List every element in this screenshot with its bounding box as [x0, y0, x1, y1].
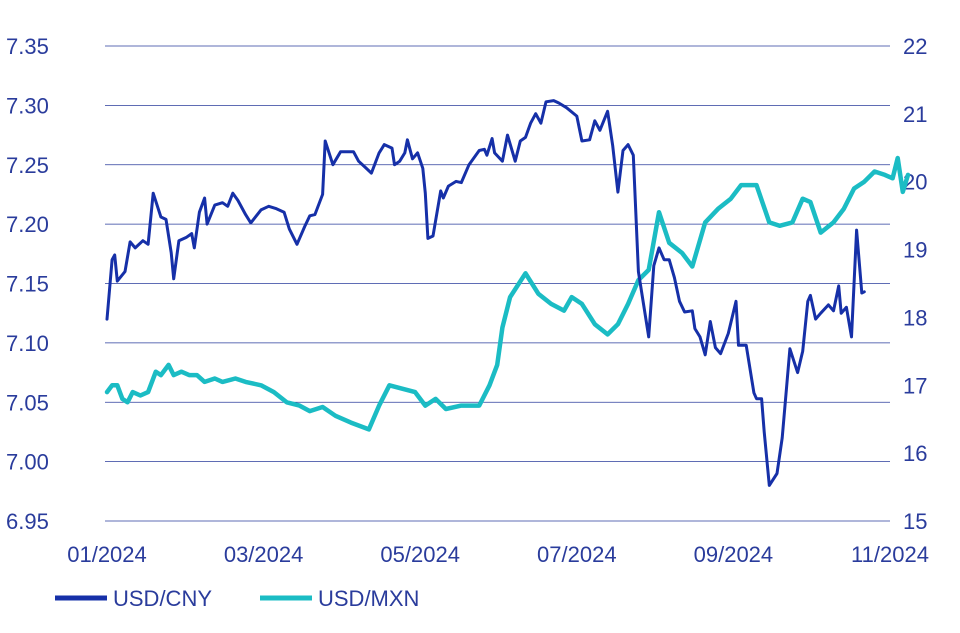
left-tick-label: 7.30: [6, 93, 49, 118]
left-tick-label: 7.00: [6, 450, 49, 475]
legend-label-usd-mxn: USD/MXN: [318, 586, 419, 611]
series-lines: [104, 99, 911, 487]
right-tick-label: 21: [903, 102, 927, 127]
left-tick-label: 7.10: [6, 331, 49, 356]
right-tick-label: 19: [903, 238, 927, 263]
left-tick-label: 6.95: [6, 509, 49, 534]
x-tick-label: 07/2024: [537, 542, 617, 567]
x-axis-tick-labels: 01/2024 03/2024 05/2024 07/2024 09/2024 11/20…: [67, 542, 929, 567]
x-tick-label: 09/2024: [694, 542, 774, 567]
right-tick-label: 17: [903, 373, 927, 398]
left-axis-tick-labels: 7.35 7.30 7.25 7.20 7.15 7.10 7.05 7.00 6.95: [6, 34, 49, 534]
x-tick-label: 05/2024: [380, 542, 460, 567]
left-tick-label: 7.25: [6, 153, 49, 178]
right-tick-label: 15: [903, 509, 927, 534]
right-tick-label: 18: [903, 305, 927, 330]
legend: USD/CNY USD/MXN: [55, 586, 419, 611]
left-tick-label: 7.15: [6, 272, 49, 297]
left-tick-label: 7.05: [6, 390, 49, 415]
left-tick-label: 7.20: [6, 212, 49, 237]
legend-label-usd-cny: USD/CNY: [113, 586, 212, 611]
left-tick-label: 7.35: [6, 34, 49, 59]
series-line-usd-mxn: [104, 155, 911, 432]
right-tick-label: 16: [903, 441, 927, 466]
right-tick-label: 22: [903, 34, 927, 59]
x-tick-label: 11/2024: [851, 542, 929, 567]
gridlines: [105, 45, 890, 522]
x-tick-label: 01/2024: [67, 542, 147, 567]
series-line-usd-cny: [105, 99, 866, 487]
x-tick-label: 03/2024: [224, 542, 304, 567]
